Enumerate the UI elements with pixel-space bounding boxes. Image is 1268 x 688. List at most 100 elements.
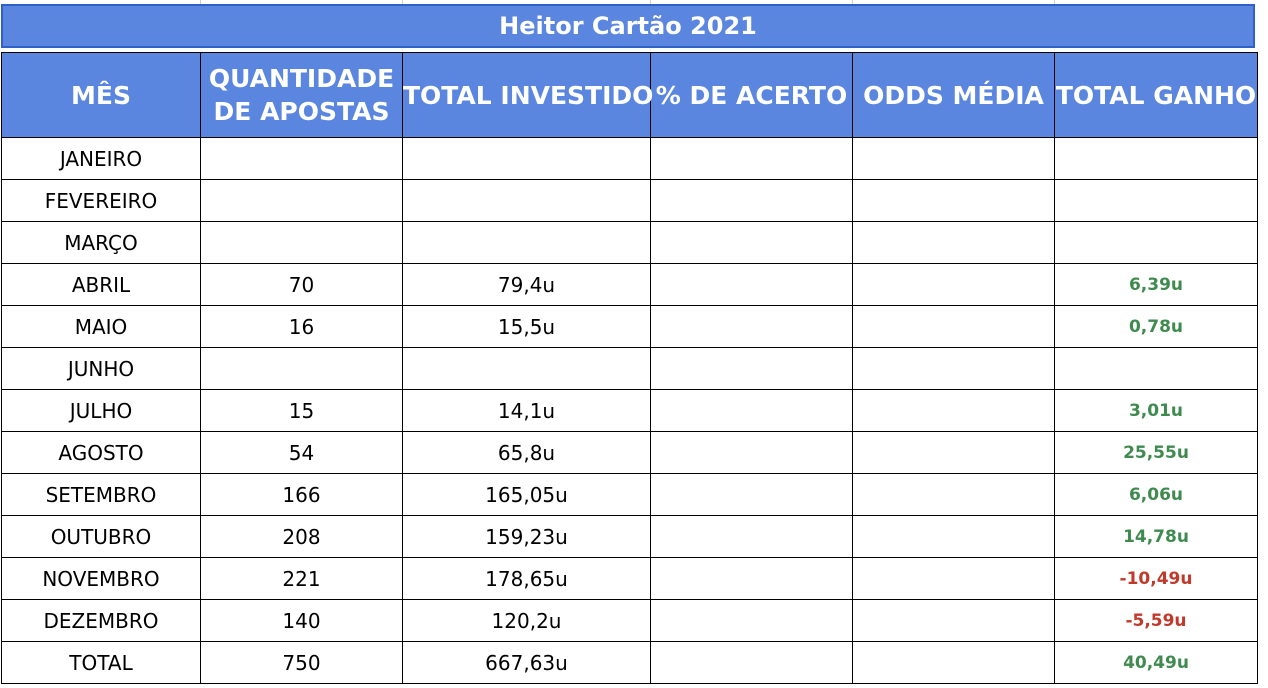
invested-cell[interactable]: 178,65u: [402, 557, 651, 600]
bets-cell[interactable]: 166: [200, 473, 403, 516]
avg-odds-cell[interactable]: [852, 137, 1055, 180]
invested-cell[interactable]: [402, 179, 651, 222]
bets-cell[interactable]: [200, 137, 403, 180]
won-cell[interactable]: -10,49u: [1054, 557, 1258, 600]
hit-rate-cell[interactable]: [650, 347, 853, 390]
invested-cell[interactable]: 165,05u: [402, 473, 651, 516]
sheet-grid-top: [0, 0, 1268, 4]
won-cell[interactable]: 6,39u: [1054, 263, 1258, 306]
invested-cell[interactable]: 79,4u: [402, 263, 651, 306]
hit-rate-cell[interactable]: [650, 179, 853, 222]
header-avg-odds[interactable]: ODDS MÉDIA: [852, 52, 1055, 138]
bets-cell[interactable]: 70: [200, 263, 403, 306]
bets-cell[interactable]: [200, 347, 403, 390]
won-cell[interactable]: 25,55u: [1054, 431, 1258, 474]
invested-cell[interactable]: 120,2u: [402, 599, 651, 642]
bets-cell[interactable]: [200, 221, 403, 264]
hit-rate-cell[interactable]: [650, 473, 853, 516]
month-cell[interactable]: JULHO: [1, 389, 201, 432]
avg-odds-cell[interactable]: [852, 263, 1055, 306]
won-cell[interactable]: [1054, 179, 1258, 222]
avg-odds-cell[interactable]: [852, 305, 1055, 348]
table-row: JANEIRO: [1, 137, 1258, 180]
won-cell[interactable]: [1054, 137, 1258, 180]
month-cell[interactable]: FEVEREIRO: [1, 179, 201, 222]
month-cell[interactable]: MAIO: [1, 305, 201, 348]
header-bets-line1: QUANTIDADE: [208, 64, 395, 93]
hit-rate-cell[interactable]: [650, 431, 853, 474]
hit-rate-cell[interactable]: [650, 305, 853, 348]
hit-rate-cell[interactable]: [650, 389, 853, 432]
month-cell[interactable]: JUNHO: [1, 347, 201, 390]
hit-rate-cell[interactable]: [650, 641, 853, 684]
month-cell[interactable]: DEZEMBRO: [1, 599, 201, 642]
bets-cell[interactable]: 221: [200, 557, 403, 600]
avg-odds-cell[interactable]: [852, 221, 1055, 264]
table-row: ABRIL 70 79,4u 6,39u: [1, 263, 1258, 306]
header-invested[interactable]: TOTAL INVESTIDO: [402, 52, 653, 138]
bets-table: MÊS QUANTIDADE DE APOSTAS TOTAL INVESTID…: [1, 52, 1258, 684]
avg-odds-cell[interactable]: [852, 431, 1055, 474]
invested-cell[interactable]: 65,8u: [402, 431, 651, 474]
month-cell[interactable]: MARÇO: [1, 221, 201, 264]
avg-odds-cell[interactable]: [852, 179, 1055, 222]
invested-cell[interactable]: [402, 221, 651, 264]
hit-rate-cell[interactable]: [650, 599, 853, 642]
header-won[interactable]: TOTAL GANHO: [1054, 52, 1258, 138]
avg-odds-cell[interactable]: [852, 473, 1055, 516]
table-row: MAIO 16 15,5u 0,78u: [1, 305, 1258, 348]
hit-rate-cell[interactable]: [650, 515, 853, 558]
header-hit-rate[interactable]: % DE ACERTO: [650, 52, 853, 138]
won-cell[interactable]: [1054, 221, 1258, 264]
won-cell[interactable]: 40,49u: [1054, 641, 1258, 684]
invested-cell[interactable]: 667,63u: [402, 641, 651, 684]
avg-odds-cell[interactable]: [852, 641, 1055, 684]
bets-cell[interactable]: 16: [200, 305, 403, 348]
bets-cell[interactable]: [200, 179, 403, 222]
hit-rate-cell[interactable]: [650, 557, 853, 600]
month-cell[interactable]: TOTAL: [1, 641, 201, 684]
invested-cell[interactable]: [402, 137, 651, 180]
won-cell[interactable]: [1054, 347, 1258, 390]
won-cell[interactable]: -5,59u: [1054, 599, 1258, 642]
month-cell[interactable]: NOVEMBRO: [1, 557, 201, 600]
table-row: FEVEREIRO: [1, 179, 1258, 222]
table-row: AGOSTO 54 65,8u 25,55u: [1, 431, 1258, 474]
month-cell[interactable]: JANEIRO: [1, 137, 201, 180]
invested-cell[interactable]: 159,23u: [402, 515, 651, 558]
bets-cell[interactable]: 15: [200, 389, 403, 432]
won-cell[interactable]: 14,78u: [1054, 515, 1258, 558]
table-row: NOVEMBRO 221 178,65u -10,49u: [1, 557, 1258, 600]
hit-rate-cell[interactable]: [650, 137, 853, 180]
hit-rate-cell[interactable]: [650, 221, 853, 264]
avg-odds-cell[interactable]: [852, 599, 1055, 642]
hit-rate-cell[interactable]: [650, 263, 853, 306]
avg-odds-cell[interactable]: [852, 347, 1055, 390]
month-cell[interactable]: OUTUBRO: [1, 515, 201, 558]
avg-odds-cell[interactable]: [852, 389, 1055, 432]
bets-cell[interactable]: 208: [200, 515, 403, 558]
month-cell[interactable]: AGOSTO: [1, 431, 201, 474]
sheet-title[interactable]: Heitor Cartão 2021: [1, 4, 1255, 48]
header-bets[interactable]: QUANTIDADE DE APOSTAS: [200, 52, 403, 138]
header-bets-line2: DE APOSTAS: [213, 97, 390, 126]
header-month[interactable]: MÊS: [1, 52, 201, 138]
bets-cell[interactable]: 140: [200, 599, 403, 642]
invested-cell[interactable]: [402, 347, 651, 390]
header-row: MÊS QUANTIDADE DE APOSTAS TOTAL INVESTID…: [1, 52, 1258, 138]
table-row: JUNHO: [1, 347, 1258, 390]
won-cell[interactable]: 3,01u: [1054, 389, 1258, 432]
table-row: JULHO 15 14,1u 3,01u: [1, 389, 1258, 432]
won-cell[interactable]: 6,06u: [1054, 473, 1258, 516]
month-cell[interactable]: SETEMBRO: [1, 473, 201, 516]
table-row: TOTAL 750 667,63u 40,49u: [1, 641, 1258, 684]
invested-cell[interactable]: 15,5u: [402, 305, 651, 348]
table-row: OUTUBRO 208 159,23u 14,78u: [1, 515, 1258, 558]
month-cell[interactable]: ABRIL: [1, 263, 201, 306]
bets-cell[interactable]: 750: [200, 641, 403, 684]
avg-odds-cell[interactable]: [852, 557, 1055, 600]
bets-cell[interactable]: 54: [200, 431, 403, 474]
avg-odds-cell[interactable]: [852, 515, 1055, 558]
invested-cell[interactable]: 14,1u: [402, 389, 651, 432]
won-cell[interactable]: 0,78u: [1054, 305, 1258, 348]
